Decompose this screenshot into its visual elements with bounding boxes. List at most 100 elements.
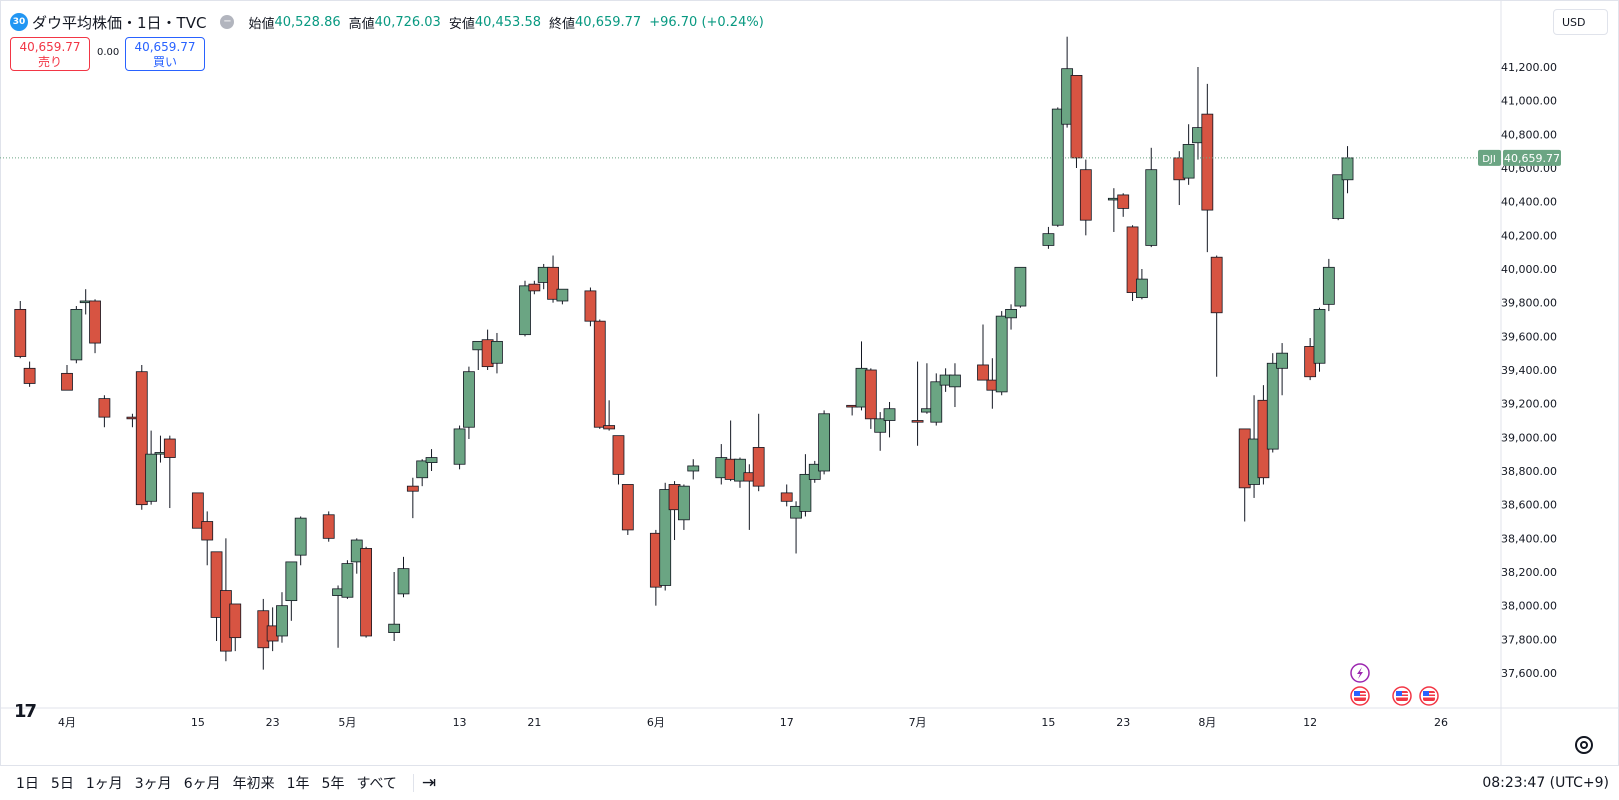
candle-body [864, 369, 877, 420]
candle-2024-04-17 [210, 551, 223, 642]
candle-body [276, 605, 288, 637]
candle-2024-05-29 [603, 400, 616, 431]
candle-2024-08-09 [1276, 343, 1289, 396]
candle-2024-07-25 [1135, 269, 1148, 300]
candle-2024-07-23 [1117, 193, 1130, 217]
candle-2024-07-11 [1005, 304, 1017, 330]
high-label: 高値 [348, 16, 375, 32]
range-ytd[interactable]: 年初来 [232, 776, 275, 792]
candle-2024-07-19 [1079, 159, 1092, 236]
us-flag-event-icon[interactable] [1419, 686, 1439, 706]
time-tick-label: 23 [266, 716, 280, 729]
range-1m[interactable]: 1ヶ月 [85, 776, 123, 792]
close-label: 終値 [549, 16, 576, 32]
candle-2024-04-05 [98, 395, 111, 428]
time-axis[interactable]: 4月 15 23 5月 13 21 6月 17 7月 15 23 8月 12 26 [58, 716, 1448, 729]
us-flag-event-icon[interactable] [1392, 686, 1412, 706]
candle-2024-07-15 [1042, 226, 1055, 249]
candle-2024-05-14 [463, 366, 475, 440]
candle-body [1332, 174, 1345, 219]
clock-display[interactable]: 08:23:47 (UTC+9) [1482, 775, 1609, 791]
us-flag-event-icon[interactable] [1350, 686, 1370, 706]
candle-2024-04-01 [61, 364, 73, 391]
candle-body [1014, 266, 1027, 307]
candle-2024-06-28 [883, 401, 896, 438]
candle-body [145, 453, 158, 502]
candle-2024-07-08 [977, 324, 989, 381]
candle-2024-06-12 [734, 457, 746, 488]
range-6m[interactable]: 6ヶ月 [183, 776, 221, 792]
range-1d[interactable]: 1日 [16, 776, 39, 792]
candle-body [1051, 108, 1064, 226]
candle-body [341, 563, 354, 598]
sell-button[interactable]: 40,659.77 売り [10, 37, 90, 71]
candle-2024-04-25 [285, 561, 298, 621]
close-value: 40,659.77 [575, 14, 642, 30]
symbol-title[interactable]: ダウ平均株価・1日・TVC [32, 13, 207, 32]
candle-body [808, 463, 821, 480]
index-badge: 30 [10, 13, 28, 31]
candle-2024-08-15 [1332, 174, 1345, 221]
minus-circle-icon[interactable]: − [220, 15, 235, 29]
candle-body [61, 372, 73, 391]
candle-2024-07-16 [1051, 107, 1064, 227]
price-tick-label: 40,800.00 [1501, 128, 1557, 141]
candle-2024-04-24 [276, 592, 288, 643]
price-tick-label: 37,600.00 [1501, 667, 1557, 680]
candle-body [491, 340, 503, 364]
range-3m[interactable]: 3ヶ月 [134, 776, 172, 792]
candle-2024-05-30 [612, 435, 625, 485]
change-value: +96.70 (+0.24%) [649, 14, 764, 30]
candle-2024-06-17 [780, 484, 793, 507]
symbol-legend: 30 ダウ平均株価・1日・TVC − 始値 40,528.86 高値 40,72… [10, 10, 772, 34]
range-1y[interactable]: 1年 [286, 776, 310, 792]
candle-2024-08-14 [1322, 258, 1335, 312]
candle-body [677, 485, 690, 521]
candle-body [135, 371, 148, 506]
bottom-toolbar: 1日 5日 1ヶ月 3ヶ月 6ヶ月 年初来 1年 5年 すべて ⇥ 08:23:… [0, 765, 1619, 800]
goto-date-icon[interactable]: ⇥ [421, 773, 437, 793]
time-tick-label: 15 [1041, 716, 1055, 729]
range-5y[interactable]: 5年 [321, 776, 345, 792]
high-value: 40,726.03 [374, 14, 441, 30]
time-tick-label: 6月 [647, 716, 665, 729]
candle-body [883, 408, 896, 421]
candle-body [790, 505, 802, 519]
range-5d[interactable]: 5日 [50, 776, 74, 792]
candle-body [163, 438, 176, 458]
time-tick-label: 21 [527, 716, 541, 729]
settings-gear-icon[interactable] [1575, 736, 1593, 754]
tradingview-logo-icon[interactable]: 17 [14, 701, 37, 722]
candle-body [528, 283, 541, 292]
candle-2024-05-06 [388, 572, 401, 642]
candle-body [612, 435, 625, 475]
candle-2024-05-21 [528, 280, 541, 295]
candle-body [930, 381, 943, 423]
open-label: 始値 [248, 16, 275, 32]
candle-2024-07-26 [1145, 147, 1158, 248]
price-tick-label: 39,400.00 [1501, 364, 1557, 377]
range-all[interactable]: すべて [356, 776, 397, 792]
candle-2024-05-23 [547, 255, 559, 303]
candle-2024-06-21 [818, 410, 831, 475]
candle-body [1145, 169, 1158, 246]
candle-body [397, 568, 410, 595]
price-axis[interactable]: 41,200.0041,000.0040,800.0040,600.0040,4… [1501, 61, 1557, 680]
buy-button[interactable]: 40,659.77 買い [125, 37, 205, 71]
candle-2024-05-24 [556, 288, 569, 305]
candle-body [949, 374, 961, 388]
candle-2024-06-26 [864, 368, 877, 429]
candle-body [1266, 362, 1279, 450]
symbol-tag-label: DJI [1482, 154, 1496, 165]
lightning-event-icon[interactable] [1350, 663, 1370, 683]
time-tick-label: 13 [453, 716, 467, 729]
candle-body [874, 418, 887, 433]
currency-selector[interactable]: USD [1553, 9, 1608, 35]
candle-body [780, 492, 793, 502]
candle-2024-08-01 [1201, 83, 1214, 253]
candle-body [1135, 278, 1148, 299]
low-label: 安値 [448, 16, 475, 32]
price-tick-label: 41,000.00 [1501, 95, 1557, 108]
candle-2024-04-16 [201, 511, 214, 566]
